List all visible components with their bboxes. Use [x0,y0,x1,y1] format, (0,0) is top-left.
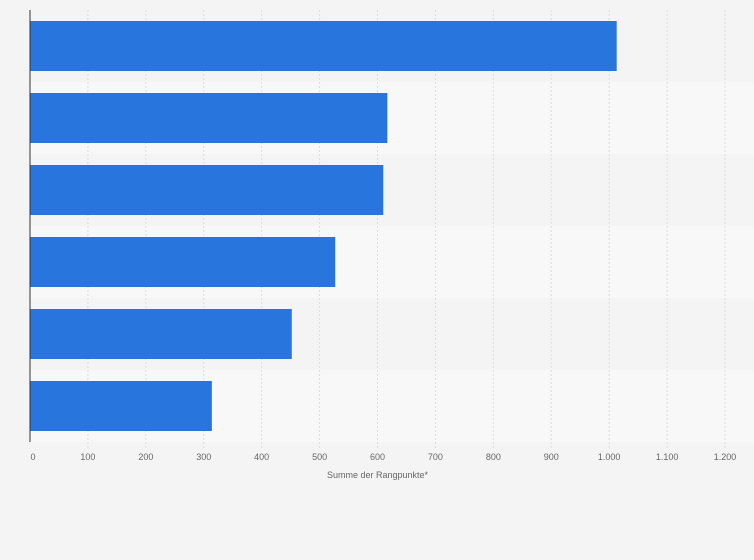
x-tick-labels: 0 100 200 300 400 500 600 700 800 900 1.000 1.100 1.… [30,452,736,462]
x-tick-label: 500 [312,452,327,462]
x-tick-label: 700 [428,452,443,462]
bar[interactable] [30,21,617,71]
bar[interactable] [30,381,212,431]
bar[interactable] [30,309,292,359]
x-tick-label: 1.100 [656,452,679,462]
bar[interactable] [30,93,388,143]
x-tick-label: 100 [80,452,95,462]
x-tick-label: 600 [370,452,385,462]
x-axis-title: Summe der Rangpunkte* [327,470,429,480]
bar[interactable] [30,237,336,287]
grid-layer [87,10,726,448]
x-tick-label: 900 [544,452,559,462]
x-tick-label: 1.000 [598,452,621,462]
bars-layer [30,21,617,431]
x-tick-label: 300 [196,452,211,462]
bar[interactable] [30,165,384,215]
x-tick-label: 200 [138,452,153,462]
x-tick-label: 0 [30,452,35,462]
x-tick-label: 800 [486,452,501,462]
x-tick-label: 1.200 [714,452,737,462]
x-tick-label: 400 [254,452,269,462]
